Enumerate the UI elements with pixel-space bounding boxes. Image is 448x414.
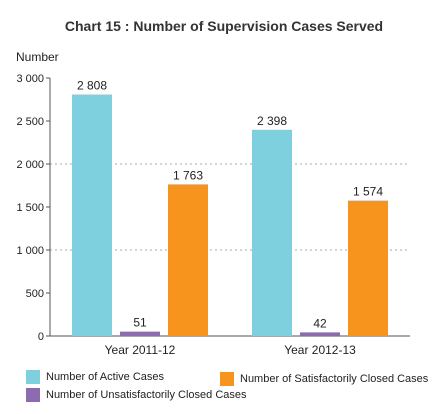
- bar: [120, 331, 160, 336]
- data-label: 1 763: [173, 168, 203, 182]
- legend-item-satisfactory: Number of Satisfactorily Closed Cases: [220, 372, 428, 386]
- y-tick-label: 1 000: [16, 245, 44, 257]
- y-tick-label: 2 500: [16, 116, 44, 128]
- data-label: 42: [313, 316, 327, 330]
- legend-item-unsatisfactory: Number of Unsatisfactorily Closed Cases: [26, 388, 247, 402]
- bar: [168, 184, 208, 336]
- y-tick-label: 0: [38, 331, 44, 343]
- bar: [252, 129, 292, 336]
- y-tick-label: 500: [26, 288, 44, 300]
- legend-label-unsatisfactory: Number of Unsatisfactorily Closed Cases: [46, 389, 247, 401]
- legend-label-active: Number of Active Cases: [46, 371, 164, 383]
- legend-swatch-active: [26, 370, 40, 384]
- y-tick-label: 3 000: [16, 73, 44, 85]
- y-tick-label: 1 500: [16, 202, 44, 214]
- y-axis-label: Number: [16, 50, 59, 64]
- y-tick-label: 2 000: [16, 159, 44, 171]
- bar: [72, 94, 112, 337]
- legend-item-active: Number of Active Cases: [26, 370, 164, 384]
- x-tick-label: Year 2012-13: [284, 343, 356, 357]
- data-label: 51: [133, 316, 147, 330]
- bar: [300, 332, 340, 336]
- data-label: 1 574: [353, 185, 383, 199]
- bar: [348, 200, 388, 336]
- legend-label-satisfactory: Number of Satisfactorily Closed Cases: [240, 373, 429, 385]
- data-label: 2 398: [257, 114, 287, 128]
- chart-title: Chart 15 : Number of Supervision Cases S…: [64, 18, 384, 34]
- legend-swatch-satisfactory: [220, 372, 234, 386]
- x-tick-label: Year 2011-12: [105, 343, 176, 357]
- data-label: 2 808: [77, 79, 107, 93]
- legend-swatch-unsatisfactory: [26, 388, 40, 402]
